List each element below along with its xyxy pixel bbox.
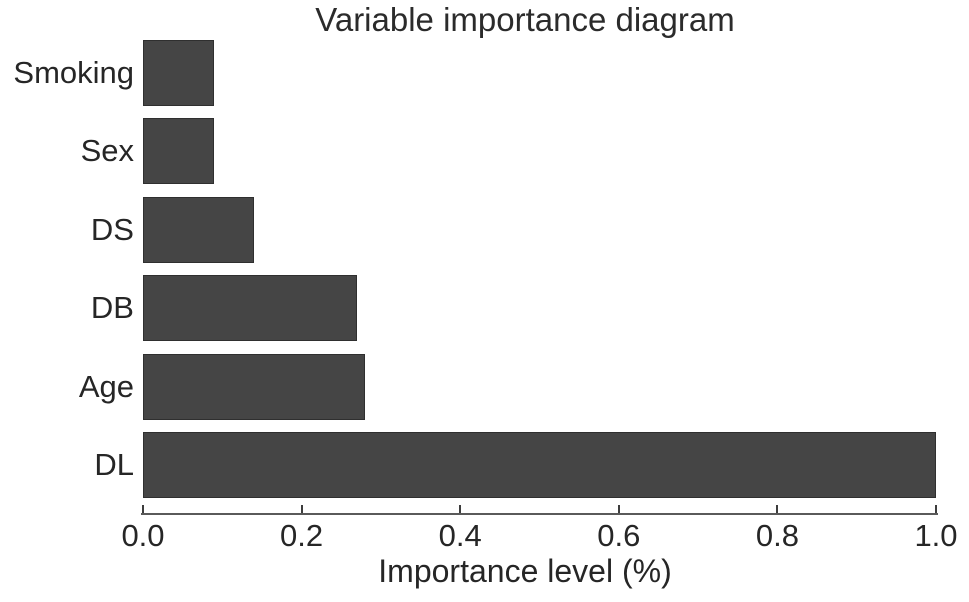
x-axis-label: Importance level (%)	[378, 553, 672, 589]
bar	[143, 118, 214, 185]
chart-title: Variable importance diagram	[315, 1, 735, 38]
y-axis-label: Smoking	[13, 55, 134, 90]
x-axis-tick-label: 0.8	[755, 518, 799, 553]
bar	[143, 275, 357, 342]
x-axis-tick	[300, 505, 303, 513]
bar	[143, 40, 214, 106]
y-axis-label: DB	[90, 290, 134, 326]
x-axis-tick	[142, 505, 144, 513]
x-axis-tick	[776, 505, 779, 513]
y-axis-label: DS	[90, 211, 134, 247]
y-axis-label: Age	[78, 368, 134, 404]
y-axis-label: Sex	[80, 133, 134, 169]
x-axis-tick	[459, 505, 462, 513]
bar	[143, 432, 936, 498]
x-axis-line	[141, 513, 938, 515]
x-axis-tick-label: 0.4	[438, 518, 482, 553]
y-axis-label: DL	[94, 447, 134, 482]
x-axis-tick-label: 1.0	[914, 518, 958, 553]
bar	[143, 353, 365, 420]
x-axis-tick-label: 0.2	[280, 518, 324, 553]
x-axis-tick-label: 0.6	[597, 518, 641, 553]
x-axis-tick	[617, 505, 620, 513]
x-axis-tick-label: 0.0	[121, 518, 165, 553]
bar	[143, 196, 254, 263]
x-axis-tick	[935, 505, 937, 513]
